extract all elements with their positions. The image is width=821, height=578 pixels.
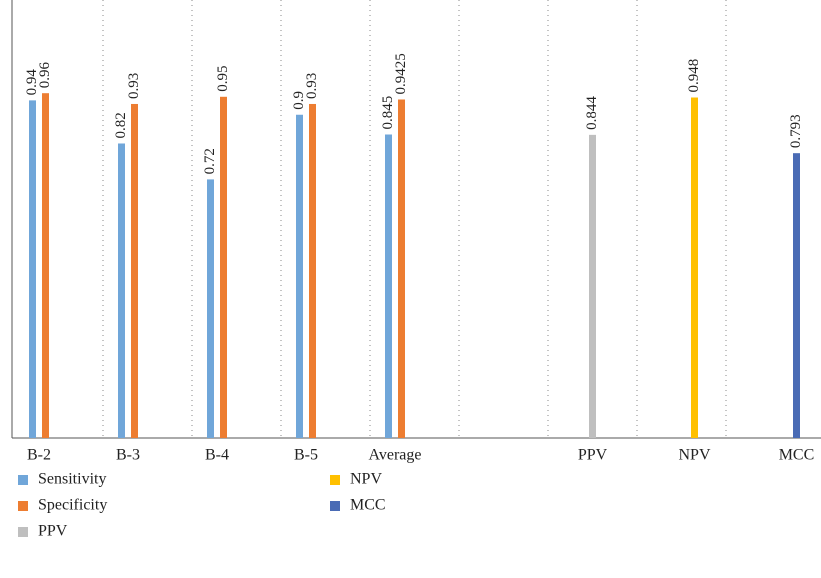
legend-label: PPV bbox=[38, 523, 68, 540]
x-tick-label: NPV bbox=[678, 447, 710, 464]
value-label: 0.82 bbox=[113, 112, 129, 138]
bar bbox=[118, 143, 125, 438]
x-tick-label: B-5 bbox=[294, 447, 318, 464]
x-tick-label: MCC bbox=[779, 447, 815, 464]
value-label: 0.844 bbox=[584, 96, 600, 130]
value-label: 0.9425 bbox=[393, 53, 409, 94]
value-label: 0.93 bbox=[126, 73, 142, 99]
value-label: 0.95 bbox=[215, 66, 231, 92]
value-label: 0.793 bbox=[788, 114, 804, 148]
bar bbox=[29, 100, 36, 438]
bar bbox=[793, 153, 800, 438]
x-tick-label: B-2 bbox=[27, 447, 51, 464]
legend-label: NPV bbox=[350, 471, 382, 488]
bar bbox=[309, 103, 316, 438]
legend-label: Sensitivity bbox=[38, 471, 106, 488]
legend-label: MCC bbox=[350, 497, 386, 514]
legend-swatch bbox=[330, 501, 340, 511]
x-tick-label: B-3 bbox=[116, 447, 140, 464]
legend-swatch bbox=[330, 475, 340, 485]
bar bbox=[385, 134, 392, 439]
x-tick-label: Average bbox=[369, 447, 422, 464]
bar bbox=[131, 103, 138, 438]
bar bbox=[398, 99, 405, 439]
legend-swatch bbox=[18, 501, 28, 511]
legend-swatch bbox=[18, 475, 28, 485]
value-label: 0.93 bbox=[304, 73, 320, 99]
value-label: 0.845 bbox=[380, 96, 396, 130]
value-label: 0.72 bbox=[202, 148, 218, 174]
bar bbox=[207, 179, 214, 438]
bar bbox=[296, 114, 303, 438]
legend-label: Specificity bbox=[38, 497, 107, 514]
bar bbox=[42, 93, 49, 438]
bar bbox=[589, 134, 596, 438]
value-label: 0.9 bbox=[291, 91, 307, 110]
bar bbox=[691, 97, 698, 438]
value-label: 0.94 bbox=[24, 69, 40, 96]
bar bbox=[220, 96, 227, 439]
x-tick-label: B-4 bbox=[205, 447, 229, 464]
x-tick-label: PPV bbox=[578, 447, 608, 464]
value-label: 0.948 bbox=[686, 59, 702, 93]
legend-swatch bbox=[18, 527, 28, 537]
value-label: 0.96 bbox=[37, 61, 53, 88]
